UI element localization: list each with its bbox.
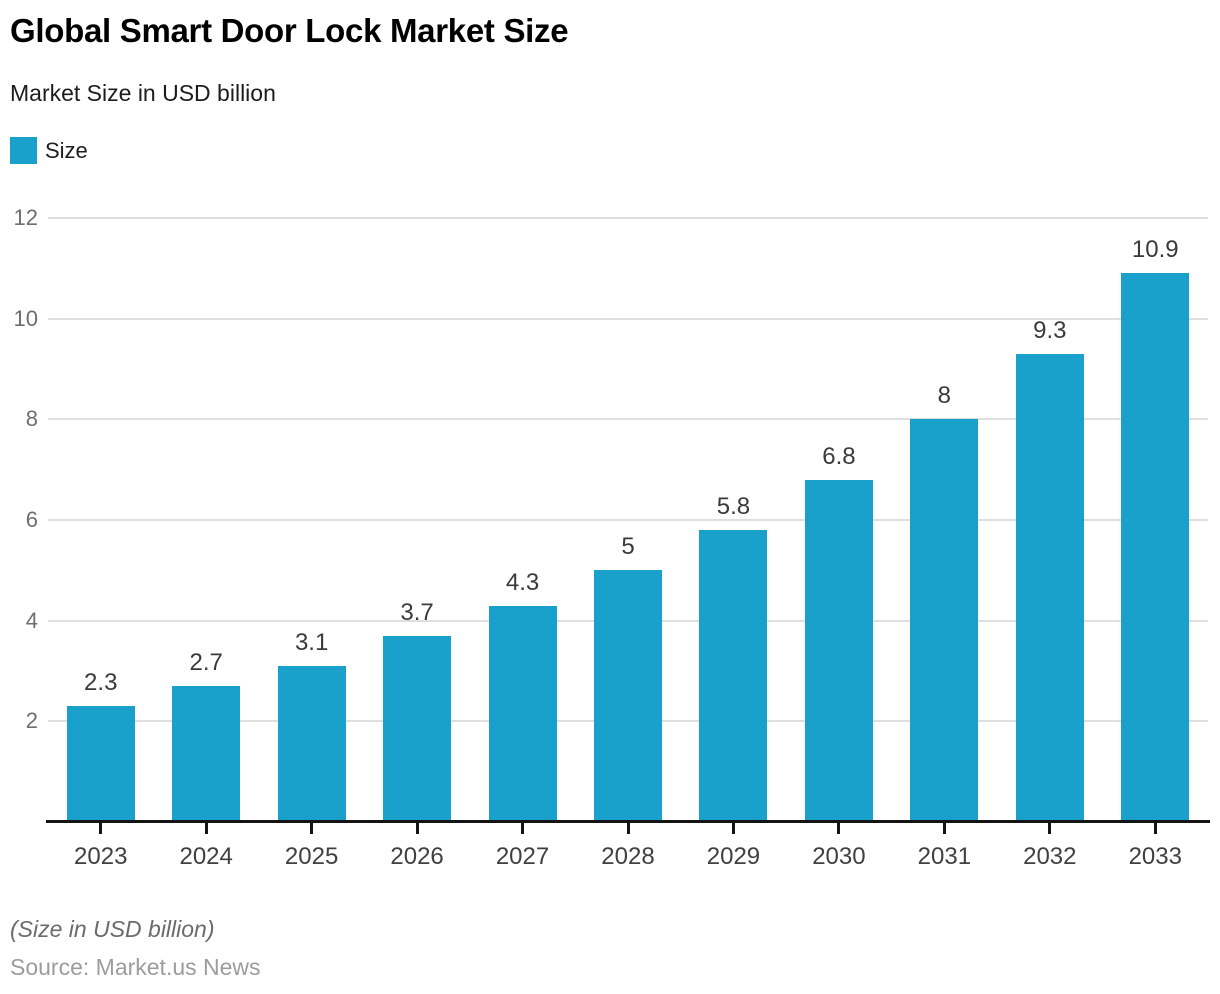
legend-label: Size bbox=[45, 137, 88, 163]
chart-title: Global Smart Door Lock Market Size bbox=[10, 12, 569, 49]
bar-value-label: 5 bbox=[621, 533, 635, 561]
y-tick-label: 6 bbox=[25, 507, 38, 532]
bar[interactable] bbox=[910, 419, 979, 822]
x-tick-label: 2028 bbox=[601, 843, 655, 870]
bar-value-label: 6.8 bbox=[822, 442, 856, 470]
chart-subtitle: Market Size in USD billion bbox=[10, 80, 276, 106]
y-tick-label: 8 bbox=[25, 406, 38, 432]
bar-value-label: 2.3 bbox=[84, 669, 118, 697]
y-tick-label: 10 bbox=[13, 305, 38, 331]
x-tick-label: 2024 bbox=[179, 843, 233, 870]
bar-value-label: 2.7 bbox=[189, 649, 223, 677]
bar[interactable] bbox=[172, 686, 241, 822]
bar[interactable] bbox=[383, 635, 452, 822]
x-axis-tick bbox=[731, 823, 735, 834]
bar-value-label: 3.7 bbox=[400, 598, 434, 626]
bar-value-label: 9.3 bbox=[1033, 316, 1067, 344]
x-tick-label: 2025 bbox=[284, 843, 339, 870]
plot-area: 2.3 2.7 3.1 3.7 4.3 5 5.8 6.8 8 9.3 10.9 bbox=[48, 217, 1208, 822]
x-tick-label: 2030 bbox=[812, 843, 866, 870]
y-tick-label: 12 bbox=[13, 205, 38, 230]
bar-value-label: 3.1 bbox=[294, 628, 329, 656]
x-axis-tick bbox=[626, 823, 630, 834]
bar-value-label: 5.8 bbox=[716, 493, 751, 521]
legend[interactable]: Size bbox=[10, 137, 88, 164]
x-axis-tick bbox=[942, 823, 946, 834]
x-tick-label: 2027 bbox=[495, 843, 550, 870]
footnote: (Size in USD billion) bbox=[10, 916, 215, 942]
x-axis-tick bbox=[204, 823, 208, 834]
x-tick-label: 2031 bbox=[917, 843, 972, 870]
gridline bbox=[48, 519, 1208, 521]
y-tick-label: 4 bbox=[25, 607, 38, 633]
x-axis-tick bbox=[521, 823, 525, 834]
x-axis: 2023 2024 2025 2026 2027 2028 2029 2030 2031 2032… bbox=[48, 823, 1208, 887]
x-axis-tick bbox=[99, 823, 103, 834]
x-axis-tick bbox=[837, 823, 841, 834]
gridline bbox=[48, 418, 1208, 421]
gridline bbox=[48, 217, 1208, 219]
bar[interactable] bbox=[594, 570, 662, 822]
x-axis-tick bbox=[1153, 823, 1157, 834]
bar[interactable] bbox=[488, 605, 557, 822]
x-axis-line bbox=[46, 820, 1210, 823]
x-tick-label: 2032 bbox=[1023, 843, 1077, 870]
bar[interactable] bbox=[1121, 273, 1190, 822]
x-tick-label: 2023 bbox=[74, 843, 128, 870]
x-axis-tick bbox=[1048, 823, 1052, 834]
x-tick-label: 2029 bbox=[706, 843, 761, 870]
x-axis-tick bbox=[310, 823, 314, 834]
source-credit: Source: Market.us News bbox=[10, 954, 261, 980]
legend-swatch-icon bbox=[10, 137, 37, 164]
x-tick-label: 2033 bbox=[1128, 843, 1182, 870]
bar-value-label: 8 bbox=[937, 382, 952, 410]
bar[interactable] bbox=[699, 530, 768, 822]
gridline bbox=[48, 317, 1208, 320]
bar-value-label: 4.3 bbox=[505, 568, 540, 596]
x-axis-tick bbox=[415, 823, 419, 834]
bar[interactable] bbox=[66, 706, 135, 822]
bar[interactable] bbox=[1015, 353, 1084, 822]
y-tick-label: 2 bbox=[25, 708, 38, 734]
bar[interactable] bbox=[277, 665, 346, 822]
bar-value-label: 10.9 bbox=[1131, 236, 1179, 264]
x-tick-label: 2026 bbox=[390, 843, 444, 870]
bar[interactable] bbox=[804, 479, 873, 822]
